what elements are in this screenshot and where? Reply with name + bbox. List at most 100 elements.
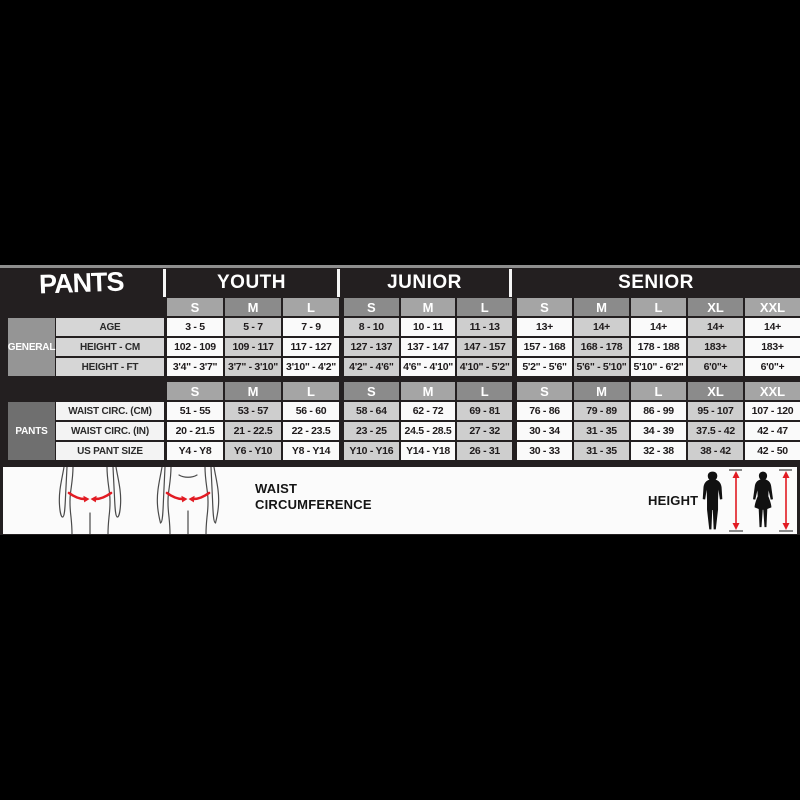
size-header-cell: S [344,298,399,316]
data-cell: 5'6" - 5'10" [574,358,629,376]
data-cell: 20 - 21.5 [167,422,223,440]
size-header-cell: L [631,298,686,316]
size-header-cell: L [457,298,513,316]
data-cell: 102 - 109 [167,338,223,356]
data-cell: 178 - 188 [631,338,686,356]
size-header-cell: M [574,382,629,400]
size-header-cell: XXL [745,298,800,316]
data-cell: 22 - 23.5 [283,422,339,440]
height-label: HEIGHT [648,493,699,508]
data-cell: 117 - 127 [283,338,339,356]
data-cell: 69 - 81 [457,402,513,420]
data-cell: 30 - 34 [517,422,572,440]
data-cell: 4'6" - 4'10" [400,358,456,376]
row-group-label-pants: PANTS [8,402,55,460]
row-label: WAIST CIRC. (IN) [56,422,164,440]
data-cell: 183+ [688,338,743,356]
data-cell: 34 - 39 [631,422,686,440]
data-cell: 5'10" - 6'2" [631,358,686,376]
size-header-cell: M [400,298,456,316]
data-cell: 13+ [517,318,572,336]
data-cell: 42 - 50 [745,442,800,460]
data-cell: 27 - 32 [457,422,513,440]
data-cell: 168 - 178 [574,338,629,356]
data-cell: 23 - 25 [344,422,399,440]
row-group-label-general: GENERAL [8,318,55,376]
data-cell: 21 - 22.5 [225,422,281,440]
data-cell: 86 - 99 [631,402,686,420]
data-cell: 95 - 107 [688,402,743,420]
data-cell: 183+ [745,338,800,356]
data-cell: 42 - 47 [745,422,800,440]
table-row-us-pant-size: US PANT SIZE Y4 - Y8 Y6 - Y10 Y8 - Y14 Y10… [0,442,800,460]
data-cell: Y10 - Y16 [344,442,399,460]
data-cell: Y14 - Y18 [400,442,456,460]
divider [163,269,166,297]
male-silhouette-icon [702,471,723,530]
data-cell: 3'4" - 3'7" [167,358,223,376]
row-label: HEIGHT - CM [56,338,164,356]
row-label: AGE [56,318,164,336]
data-cell: Y4 - Y8 [167,442,223,460]
divider [509,269,512,297]
female-silhouette-icon [753,471,773,528]
data-cell: 62 - 72 [400,402,456,420]
waist-circumference-label: WAIST CIRCUMFERENCE [255,481,372,512]
data-cell: 31 - 35 [574,422,629,440]
row-label: HEIGHT - FT [56,358,164,376]
data-cell: 127 - 137 [344,338,399,356]
data-cell: 32 - 38 [631,442,686,460]
column-group-senior: SENIOR [618,272,694,293]
data-cell: 4'2" - 4'6" [344,358,399,376]
measurement-legend: WAIST CIRCUMFERENCE HEIGHT [3,467,797,534]
data-cell: 3 - 5 [167,318,223,336]
data-cell: 157 - 168 [517,338,572,356]
data-cell: 3'7" - 3'10" [225,358,281,376]
chart-title: PANTS [38,266,125,300]
data-cell: 76 - 86 [517,402,572,420]
data-cell: 26 - 31 [457,442,513,460]
waist-figure-front-icon [58,467,122,534]
size-header-cell: L [631,382,686,400]
data-cell: 30 - 33 [517,442,572,460]
data-cell: 38 - 42 [688,442,743,460]
data-cell: Y8 - Y14 [283,442,339,460]
data-cell: 5'2" - 5'6" [517,358,572,376]
data-cell: 11 - 13 [457,318,513,336]
size-header-cell: XL [688,298,743,316]
data-cell: 137 - 147 [400,338,456,356]
column-group-youth: YOUTH [217,272,286,293]
data-cell: 3'10" - 4'2" [283,358,339,376]
data-cell: 24.5 - 28.5 [400,422,456,440]
data-cell: 79 - 89 [574,402,629,420]
size-header-cell: S [344,382,399,400]
size-header-cell: XXL [745,382,800,400]
size-header-cell: XL [688,382,743,400]
size-header-cell: M [400,382,456,400]
data-cell: 37.5 - 42 [688,422,743,440]
size-header-cell: L [283,382,339,400]
data-cell: 6'0"+ [688,358,743,376]
data-cell: Y6 - Y10 [225,442,281,460]
data-cell: 53 - 57 [225,402,281,420]
data-cell: 14+ [631,318,686,336]
size-header-cell: M [225,298,281,316]
data-cell: 56 - 60 [283,402,339,420]
row-label: US PANT SIZE [56,442,164,460]
size-header-cell: S [517,298,572,316]
size-header-cell: L [457,382,513,400]
data-cell: 14+ [574,318,629,336]
data-cell: 8 - 10 [344,318,399,336]
height-measure-arrow-icon [729,469,743,532]
row-label: WAIST CIRC. (CM) [56,402,164,420]
data-cell: 7 - 9 [283,318,339,336]
size-header-cell: M [225,382,281,400]
table-row-waist-in: WAIST CIRC. (IN) 20 - 21.5 21 - 22.5 22 - … [0,422,800,440]
table-row-height-cm: HEIGHT - CM 102 - 109 109 - 117 117 - 127 … [0,338,800,356]
size-header-cell: L [283,298,339,316]
table-row-height-ft: HEIGHT - FT 3'4" - 3'7" 3'7" - 3'10" 3'10"… [0,358,800,376]
